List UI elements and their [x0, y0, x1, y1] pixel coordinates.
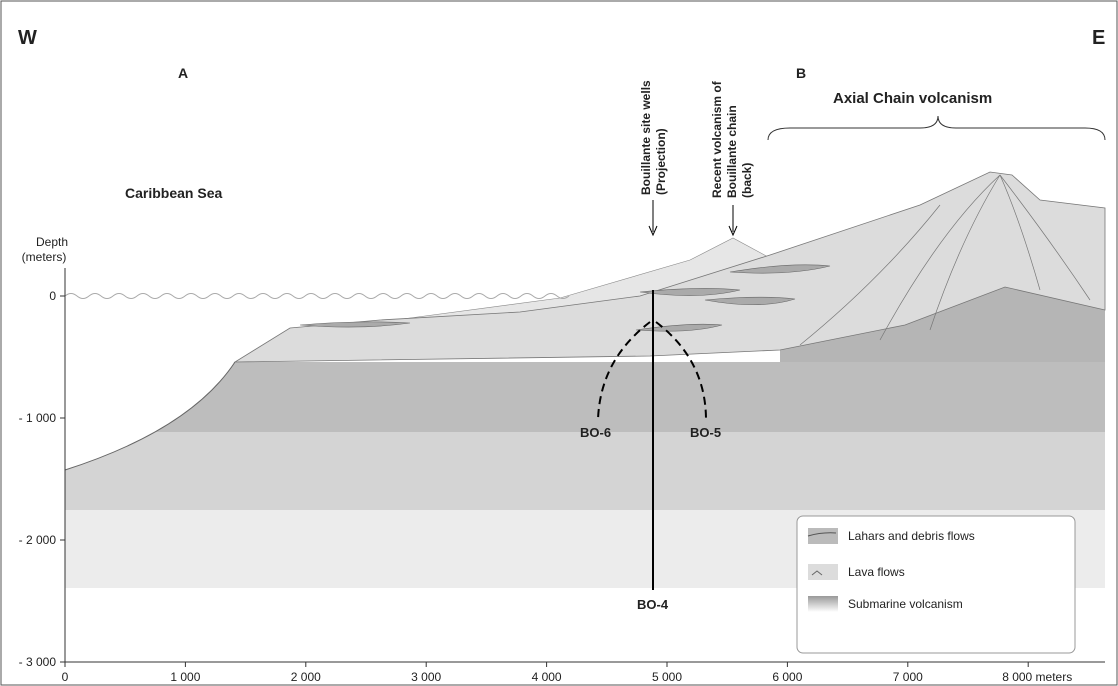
legend-label: Submarine volcanism [848, 597, 963, 611]
lava-lines [799, 174, 1091, 346]
wells-label: Bouillante site wells [639, 80, 653, 195]
x-tick-label: 2 000 [291, 670, 321, 684]
legend-label: Lava flows [848, 565, 905, 579]
x-tick-label: 6 000 [772, 670, 802, 684]
wells-label: (Projection) [654, 128, 668, 195]
x-tick-label: 3 000 [411, 670, 441, 684]
well-bo6 [597, 321, 651, 421]
point-b: B [796, 65, 806, 81]
west: W [18, 27, 37, 49]
arrows [648, 200, 738, 237]
lahars [299, 264, 831, 332]
legend-label: Lahars and debris flows [848, 529, 975, 543]
depth-label: Depth [36, 235, 68, 249]
x-tick-label: 7 000 [893, 670, 923, 684]
lava-flows [233, 171, 1106, 363]
y-tick-label: - 3 000 [19, 655, 57, 669]
ticks: 0 1 000 2 000 3 000 4 000 5 000 6 000 7 000 8 00… [19, 289, 1073, 684]
well-bo5 [655, 321, 707, 421]
recent-label: (back) [740, 163, 754, 198]
x-tick-label: 1 000 [170, 670, 200, 684]
y-tick-label: - 1 000 [19, 411, 57, 425]
y-tick-label: - 2 000 [19, 533, 57, 547]
y-tick-label: 0 [49, 289, 56, 303]
bo4-label: BO-4 [637, 597, 669, 612]
brace [767, 115, 1106, 141]
recent-label: Bouillante chain [725, 105, 739, 198]
point-a: A [178, 65, 188, 81]
bo6-label: BO-6 [580, 425, 611, 440]
axial-label: Axial Chain volcanism [833, 90, 992, 107]
x-tick-label: 0 [62, 670, 69, 684]
legend: Lahars and debris flows Lava flows Subma… [796, 515, 1076, 654]
sea-label: Caribbean Sea [125, 185, 222, 201]
east: E [1092, 27, 1105, 49]
x-tick-label: 8 000 meters [1002, 670, 1072, 684]
depth-label: (meters) [22, 250, 67, 264]
x-tick-label: 5 000 [652, 670, 682, 684]
submarine-mound [780, 287, 1105, 362]
sea-surface [64, 293, 570, 299]
recent-label: Recent volcanism of [710, 80, 724, 198]
x-tick-label: 4 000 [532, 670, 562, 684]
bo5-label: BO-5 [690, 425, 721, 440]
slope [64, 361, 236, 471]
